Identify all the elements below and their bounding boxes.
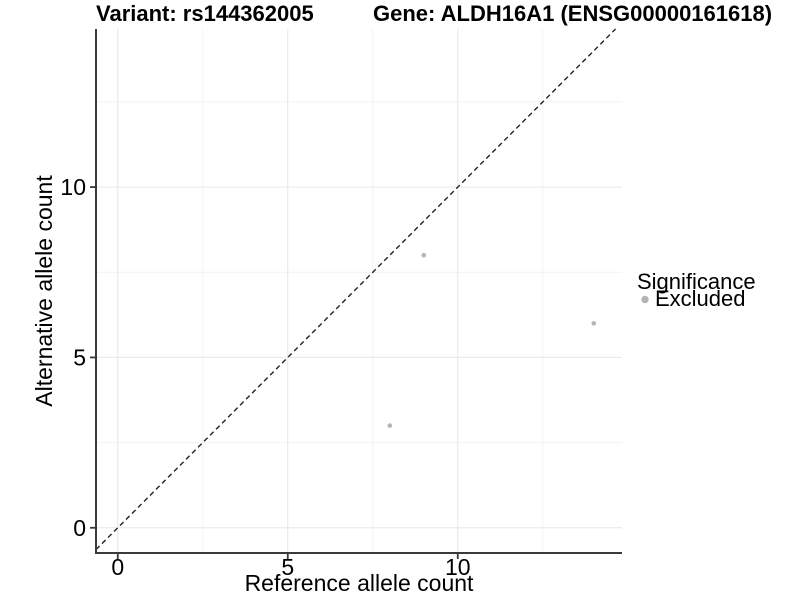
y-axis-title: Alternative allele count: [31, 175, 57, 407]
x-tick-label: 0: [111, 554, 124, 580]
x-tick-label: 10: [445, 554, 471, 580]
identity-line: [95, 28, 617, 551]
plot-panel: 0 5 10 0 5 10: [60, 28, 622, 580]
x-tick-label: 5: [281, 554, 294, 580]
variant-title: Variant: rs144362005: [96, 1, 314, 26]
data-point: [421, 252, 427, 258]
x-axis-title: Reference allele count: [245, 570, 474, 596]
gene-title: Gene: ALDH16A1 (ENSG00000161618): [373, 1, 772, 26]
legend: Significance Excluded: [637, 269, 756, 311]
data-point: [387, 423, 393, 428]
data-point: [591, 321, 597, 326]
y-tick-label: 5: [73, 344, 86, 370]
legend-item-label: Excluded: [655, 286, 746, 311]
y-tick-label: 10: [60, 174, 86, 200]
legend-key-dot: [641, 295, 649, 304]
legend-title: Significance: [637, 269, 756, 294]
y-tick-label: 0: [73, 515, 86, 541]
